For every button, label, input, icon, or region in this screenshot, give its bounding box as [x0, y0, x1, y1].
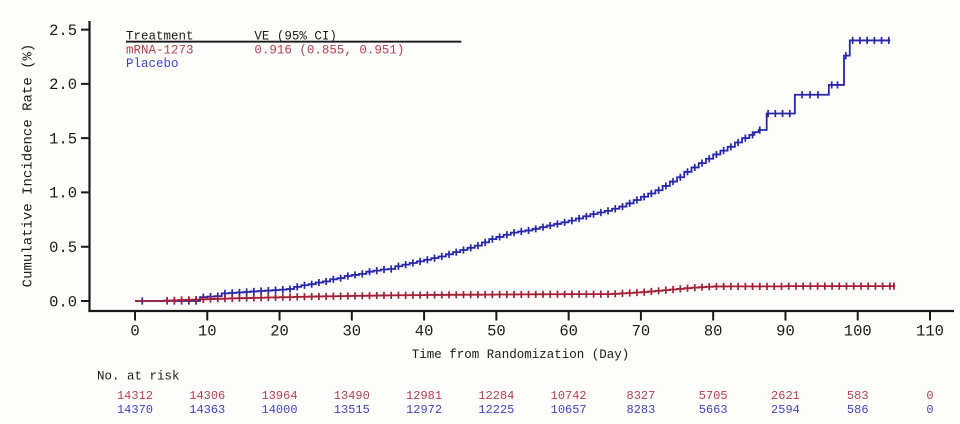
svg-text:80: 80	[704, 323, 723, 341]
svg-text:12284: 12284	[478, 389, 514, 403]
svg-text:50: 50	[487, 323, 506, 341]
svg-text:10: 10	[198, 323, 217, 341]
svg-text:Treatment: Treatment	[126, 30, 194, 44]
svg-text:5663: 5663	[699, 403, 728, 417]
svg-text:14000: 14000	[262, 403, 298, 417]
svg-text:70: 70	[632, 323, 651, 341]
svg-text:2.0: 2.0	[49, 76, 77, 94]
svg-text:110: 110	[916, 323, 944, 341]
svg-text:12981: 12981	[406, 389, 442, 403]
svg-text:583: 583	[847, 389, 869, 403]
svg-text:0.916 (0.855, 0.951): 0.916 (0.855, 0.951)	[254, 43, 404, 57]
svg-text:5705: 5705	[699, 389, 728, 403]
svg-text:14312: 14312	[117, 389, 153, 403]
svg-text:40: 40	[415, 323, 434, 341]
svg-text:1.5: 1.5	[49, 131, 77, 149]
svg-text:30: 30	[343, 323, 362, 341]
svg-text:mRNA-1273: mRNA-1273	[126, 43, 194, 57]
svg-text:2594: 2594	[771, 403, 800, 417]
svg-text:2.5: 2.5	[49, 22, 77, 40]
svg-text:Placebo: Placebo	[126, 57, 179, 71]
svg-text:90: 90	[776, 323, 795, 341]
svg-text:14363: 14363	[189, 403, 225, 417]
svg-text:0: 0	[926, 403, 933, 417]
svg-text:VE (95% CI): VE (95% CI)	[254, 30, 337, 44]
svg-text:14370: 14370	[117, 403, 153, 417]
svg-text:8283: 8283	[627, 403, 656, 417]
svg-text:0: 0	[130, 323, 139, 341]
svg-text:Cumulative Incidence Rate (%): Cumulative Incidence Rate (%)	[21, 44, 37, 288]
svg-text:100: 100	[844, 323, 872, 341]
svg-text:20: 20	[270, 323, 289, 341]
svg-text:2621: 2621	[771, 389, 800, 403]
svg-text:8327: 8327	[627, 389, 656, 403]
svg-text:13515: 13515	[334, 403, 370, 417]
svg-text:10742: 10742	[551, 389, 587, 403]
svg-text:14306: 14306	[189, 389, 225, 403]
svg-text:586: 586	[847, 403, 869, 417]
svg-text:10657: 10657	[551, 403, 587, 417]
svg-text:13490: 13490	[334, 389, 370, 403]
svg-text:Time from Randomization (Day): Time from Randomization (Day)	[412, 348, 630, 362]
svg-text:60: 60	[559, 323, 578, 341]
svg-text:No. at risk: No. at risk	[97, 369, 180, 383]
svg-text:0.0: 0.0	[49, 293, 77, 311]
svg-text:12225: 12225	[478, 403, 514, 417]
svg-text:12972: 12972	[406, 403, 442, 417]
svg-text:13964: 13964	[262, 389, 298, 403]
svg-text:0.5: 0.5	[49, 239, 77, 257]
svg-text:1.0: 1.0	[49, 185, 77, 203]
svg-text:0: 0	[926, 389, 933, 403]
